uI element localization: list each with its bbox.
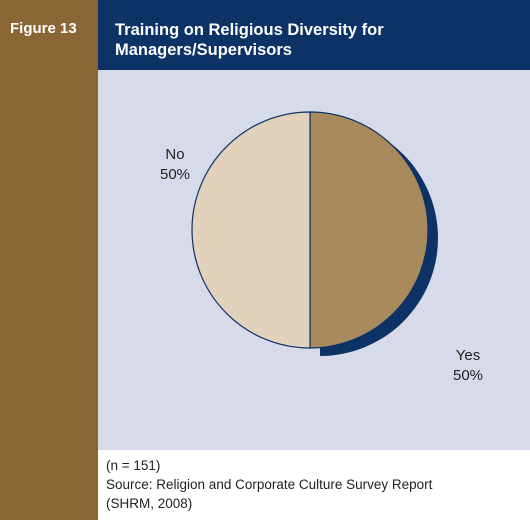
figure-sidebar: Figure 13 xyxy=(0,0,98,520)
chart-header: Training on Religious Diversity for Mana… xyxy=(98,0,530,70)
pie-slice-no xyxy=(191,111,311,349)
pie-chart: Yes 50% No 50% xyxy=(160,111,483,384)
pie-slice-yes xyxy=(309,111,429,349)
plot-area: Yes 50% No 50% xyxy=(98,70,530,450)
chart-title: Training on Religious Diversity for Mana… xyxy=(115,20,515,60)
slice-label-yes: Yes xyxy=(456,347,480,364)
sample-size: (n = 151) xyxy=(106,458,161,473)
figure-number: Figure 13 xyxy=(10,20,77,37)
slice-value-yes: 50% xyxy=(453,367,483,384)
chart-footer: (n = 151) Source: Religion and Corporate… xyxy=(98,450,530,520)
slice-value-no: 50% xyxy=(160,166,190,183)
chart-title-line-1: Training on Religious Diversity for xyxy=(115,21,384,39)
source-line-2: (SHRM, 2008) xyxy=(106,496,193,511)
source-line-1: Source: Religion and Corporate Culture S… xyxy=(106,477,433,492)
slice-label-no: No xyxy=(165,146,184,163)
chart-title-line-2: Managers/Supervisors xyxy=(115,41,292,59)
